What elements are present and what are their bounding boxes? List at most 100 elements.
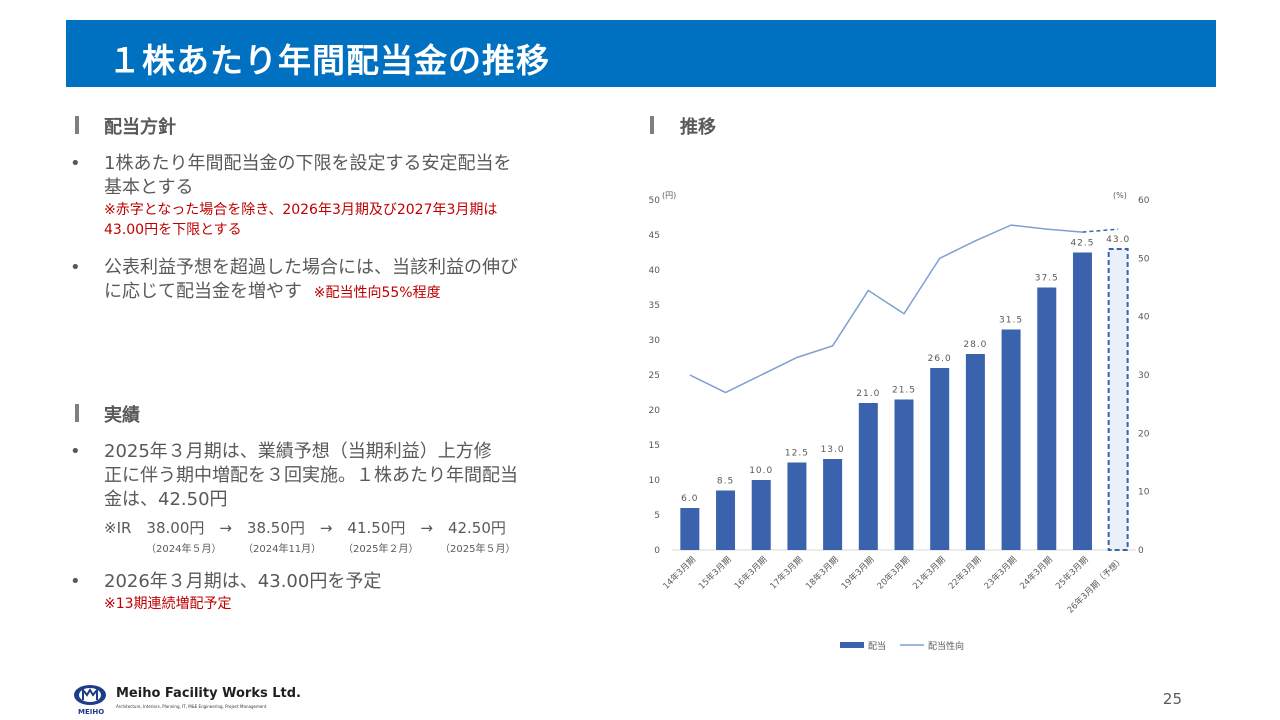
left-tick-label: 10 bbox=[649, 476, 661, 486]
bar-value-label: 8.5 bbox=[717, 477, 734, 487]
ir-date-3: （2025年２月） bbox=[343, 544, 419, 555]
category-label: 20年3月期 bbox=[875, 554, 912, 591]
dividend-bar bbox=[894, 399, 914, 550]
dividend-bar bbox=[1072, 252, 1092, 550]
title-bar: １株あたり年間配当金の推移 bbox=[66, 20, 1216, 87]
policy-bullet-1-line2: 基本とする bbox=[104, 177, 194, 198]
dividend-bar bbox=[965, 354, 985, 550]
left-tick-label: 35 bbox=[649, 301, 660, 311]
dividend-bar bbox=[1001, 329, 1021, 550]
bullet-dot: • bbox=[70, 441, 81, 462]
right-tick-label: 10 bbox=[1138, 488, 1150, 498]
dividend-bar bbox=[823, 459, 843, 550]
right-tick-label: 20 bbox=[1138, 429, 1150, 439]
category-label: 15年3月期 bbox=[696, 554, 733, 591]
right-tick-label: 0 bbox=[1138, 546, 1144, 556]
category-label: 23年3月期 bbox=[982, 554, 1019, 591]
policy-heading: 配当方針 bbox=[104, 117, 176, 138]
meiho-logo-icon bbox=[74, 685, 106, 705]
bullet-dot: • bbox=[70, 257, 81, 278]
left-tick-label: 0 bbox=[654, 546, 660, 556]
ir-date-2: （2024年11月） bbox=[243, 544, 322, 555]
bar-value-label: 12.5 bbox=[785, 449, 809, 459]
category-label: 17年3月期 bbox=[768, 554, 805, 591]
left-axis-unit: (円) bbox=[662, 191, 676, 200]
chart-heading: 推移 bbox=[680, 117, 716, 138]
policy-note-2: 43.00円を下限とする bbox=[104, 222, 242, 238]
right-axis-unit: (%) bbox=[1113, 191, 1127, 200]
section-marker bbox=[75, 404, 79, 422]
forecast-bar bbox=[1107, 248, 1129, 551]
bar-value-label: 26.0 bbox=[928, 354, 952, 364]
category-label: 25年3月期 bbox=[1053, 554, 1090, 591]
left-tick-label: 30 bbox=[649, 336, 661, 346]
legend-bar-swatch bbox=[840, 642, 864, 648]
section-marker bbox=[650, 116, 654, 134]
bar-value-label: 21.5 bbox=[892, 386, 916, 396]
bar-value-label: 37.5 bbox=[1035, 274, 1059, 284]
category-label: 16年3月期 bbox=[732, 554, 769, 591]
results-heading: 実績 bbox=[104, 405, 140, 426]
policy-bullet-1: • 1株あたり年間配当金の下限を設定する安定配当を 基本とする ※赤字となった場… bbox=[70, 152, 564, 240]
bar-value-label: 28.0 bbox=[963, 340, 987, 350]
left-tick-label: 40 bbox=[649, 266, 661, 276]
category-label: 24年3月期 bbox=[1018, 554, 1055, 591]
results-bullet-1-line3: 金は、42.50円 bbox=[104, 489, 228, 510]
bullet-dot: • bbox=[70, 571, 81, 592]
legend-bar-label: 配当 bbox=[868, 640, 886, 652]
category-label: 14年3月期 bbox=[661, 554, 698, 591]
policy-bullet-2-line1: 公表利益予想を超過した場合には、当該利益の伸び bbox=[104, 257, 518, 278]
right-tick-label: 50 bbox=[1138, 254, 1150, 264]
bar-value-label: 13.0 bbox=[821, 445, 845, 455]
results-bullet-1: • 2025年３月期は、業績予想（当期利益）上方修 正に伴う期中増配を３回実施。… bbox=[70, 440, 574, 512]
dividend-bar bbox=[930, 368, 950, 550]
results-bullet-1-line2: 正に伴う期中増配を３回実施。１株あたり年間配当 bbox=[104, 465, 518, 486]
bar-value-label: 42.5 bbox=[1070, 239, 1094, 249]
page-number: 25 bbox=[1162, 690, 1182, 708]
left-tick-label: 15 bbox=[649, 441, 660, 451]
category-label: 19年3月期 bbox=[839, 554, 876, 591]
payout-ratio-forecast-line bbox=[1082, 228, 1119, 233]
left-tick-label: 45 bbox=[649, 231, 660, 241]
policy-note-1: ※赤字となった場合を除き、2026年3月期及び2027年3月期は bbox=[104, 202, 498, 218]
right-tick-label: 60 bbox=[1138, 196, 1150, 206]
left-tick-label: 50 bbox=[649, 196, 661, 206]
ir-date-1: （2024年５月） bbox=[146, 544, 222, 555]
page-title: １株あたり年間配当金の推移 bbox=[108, 41, 550, 80]
company-name: Meiho Facility Works Ltd. bbox=[116, 686, 301, 701]
payout-ratio-line bbox=[689, 224, 1083, 394]
policy-bullet-1-line1: 1株あたり年間配当金の下限を設定する安定配当を bbox=[104, 153, 512, 174]
category-label: 22年3月期 bbox=[946, 554, 983, 591]
bar-value-label: 43.0 bbox=[1106, 235, 1130, 245]
left-tick-label: 20 bbox=[649, 406, 661, 416]
bullet-dot: • bbox=[70, 153, 81, 174]
policy-bullet-2: • 公表利益予想を超過した場合には、当該利益の伸び に応じて配当金を増やす ※配… bbox=[70, 256, 574, 304]
dividend-bar bbox=[680, 508, 700, 550]
dividend-bar bbox=[787, 462, 807, 550]
results-bullet-1-line1: 2025年３月期は、業績予想（当期利益）上方修 bbox=[104, 441, 492, 462]
bar-value-label: 21.0 bbox=[856, 389, 880, 399]
logo-word: MEIHO bbox=[78, 708, 105, 716]
left-tick-label: 25 bbox=[649, 371, 660, 381]
left-tick-label: 5 bbox=[654, 511, 660, 521]
bar-value-label: 6.0 bbox=[681, 494, 698, 504]
ir-date-4: （2025年５月） bbox=[440, 544, 516, 555]
company-tagline: Architecture, Interiors, Planning, IT, M… bbox=[116, 704, 267, 709]
dividend-bar bbox=[858, 403, 878, 550]
section-marker bbox=[75, 116, 79, 134]
results-note: ※13期連続増配予定 bbox=[104, 596, 232, 612]
category-label: 21年3月期 bbox=[911, 554, 948, 591]
category-label: 26年3月期（予想） bbox=[1065, 554, 1126, 615]
policy-bullet-2-line2: に応じて配当金を増やす bbox=[104, 281, 302, 302]
results-bullet-2-line1: 2026年３月期は、43.00円を予定 bbox=[104, 571, 382, 592]
bar-value-label: 10.0 bbox=[749, 466, 773, 476]
results-bullet-2: • 2026年３月期は、43.00円を予定 ※13期連続増配予定 bbox=[70, 570, 574, 614]
bar-value-label: 31.5 bbox=[999, 316, 1023, 326]
dividend-bar bbox=[1037, 287, 1057, 550]
ir-history: ※IR 38.00円 → 38.50円 → 41.50円 → 42.50円 bbox=[104, 519, 506, 537]
dividend-bar bbox=[751, 480, 771, 550]
policy-note-3: ※配当性向55%程度 bbox=[313, 285, 441, 301]
company-logo: MEIHO Meiho Facility Works Ltd. Architec… bbox=[72, 684, 301, 716]
right-tick-label: 30 bbox=[1138, 371, 1150, 381]
legend-line-label: 配当性向 bbox=[928, 640, 964, 652]
